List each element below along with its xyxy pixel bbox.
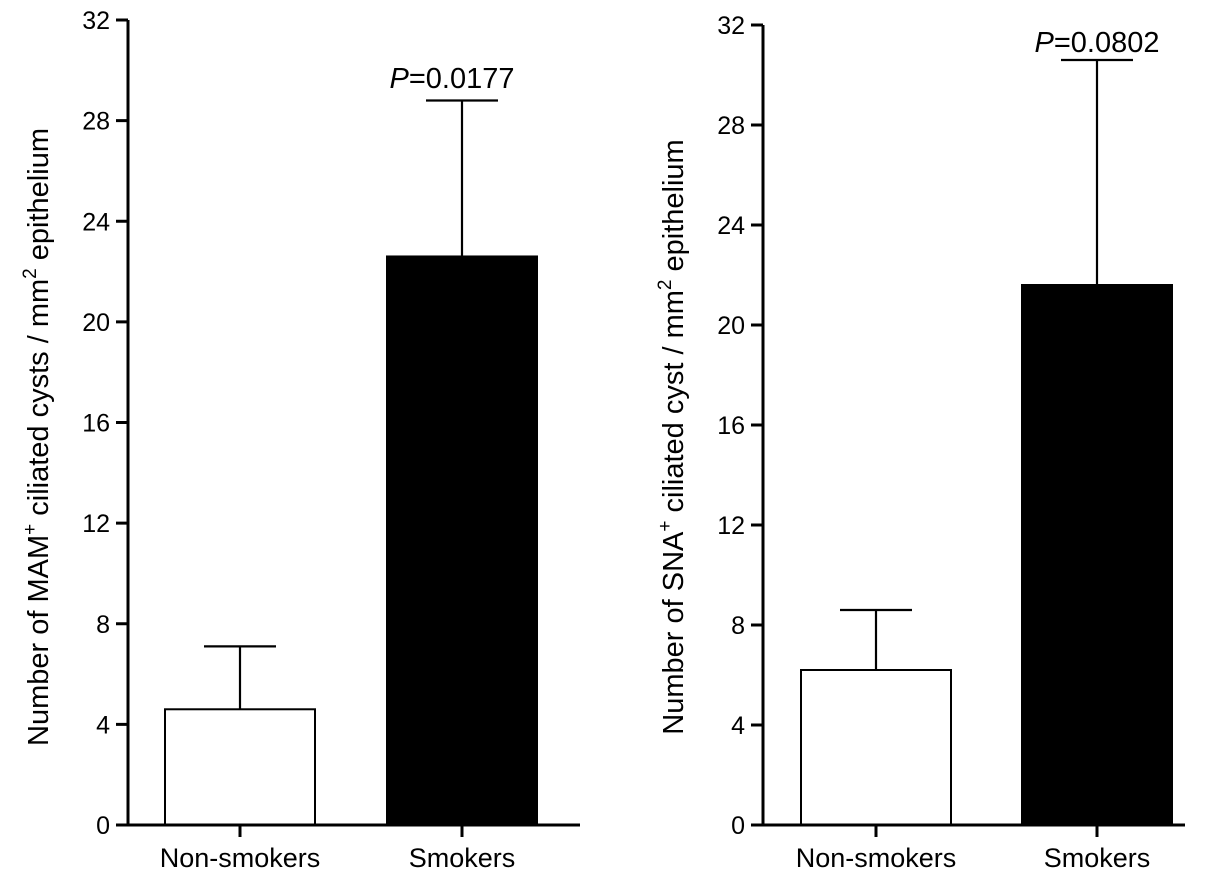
- chart-left-ytick-label: 0: [96, 812, 110, 840]
- chart-left-xticks: Non-smokers Smokers: [160, 825, 516, 873]
- chart-left-bars: [164, 255, 538, 826]
- chart-right-xtick-label: Smokers: [1044, 843, 1151, 873]
- chart-right-bar-smokers: [1021, 284, 1173, 826]
- chart-right-xticks: Non-smokers Smokers: [796, 825, 1151, 873]
- chart-left-errorbar-1: [426, 99, 498, 257]
- chart-right-yticks: 0 4 8 12 16 20 24 28 32: [717, 12, 763, 840]
- chart-left-ytick-label: 12: [82, 510, 110, 538]
- chart-right-errorbar-1: [1061, 58, 1133, 285]
- chart-right: 0 4 8 12 16 20 24 28 32 Non-smokers Smokers Numbe…: [655, 12, 1185, 873]
- chart-right-ytick-label: 12: [717, 512, 745, 540]
- chart-left-xtick-label: Non-smokers: [160, 843, 321, 873]
- chart-left-ytick-label: 20: [82, 309, 110, 337]
- chart-left-bar-non-smokers: [164, 708, 316, 826]
- chart-right-ytick-label: 24: [717, 212, 745, 240]
- chart-right-ytick-label: 0: [731, 812, 745, 840]
- chart-left-xtick-label: Smokers: [409, 843, 516, 873]
- chart-right-ytick-label: 16: [717, 412, 745, 440]
- chart-left-yticks: 0 4 8 12 16 20 24 28 32: [82, 7, 128, 840]
- chart-right-ytick-label: 20: [717, 312, 745, 340]
- chart-right-errorbar-0: [840, 608, 912, 670]
- chart-right-xtick-label: Non-smokers: [796, 843, 957, 873]
- chart-right-bars: [800, 284, 1173, 826]
- chart-right-ylabel: Number of SNA+ ciliated cyst / mm2 epith…: [655, 139, 690, 734]
- chart-left-ytick-label: 24: [82, 208, 110, 236]
- chart-left-errorbar-0: [204, 645, 276, 710]
- chart-left: 0 4 8 12 16 20 24 28 32 Non-smokers Smokers Numbe…: [20, 7, 580, 873]
- chart-left-ytick-label: 8: [96, 611, 110, 639]
- chart-right-pvalue: P=0.0802: [1035, 27, 1160, 59]
- chart-right-ytick-label: 32: [717, 12, 745, 40]
- chart-right-ytick-label: 8: [731, 612, 745, 640]
- chart-left-pvalue: P=0.0177: [390, 63, 515, 95]
- chart-left-bar-smokers: [386, 255, 538, 826]
- chart-right-ytick-label: 4: [731, 712, 745, 740]
- chart-right-errorbars: [840, 58, 1133, 670]
- chart-left-ytick-label: 4: [96, 711, 110, 739]
- chart-right-ytick-label: 28: [717, 112, 745, 140]
- chart-left-ytick-label: 16: [82, 410, 110, 438]
- chart-left-errorbars: [204, 99, 498, 710]
- chart-left-ylabel: Number of MAM+ ciliated cysts / mm2 epit…: [20, 128, 55, 746]
- chart-right-bar-non-smokers: [800, 669, 952, 826]
- chart-left-ytick-label: 28: [82, 108, 110, 136]
- chart-left-ytick-label: 32: [82, 7, 110, 35]
